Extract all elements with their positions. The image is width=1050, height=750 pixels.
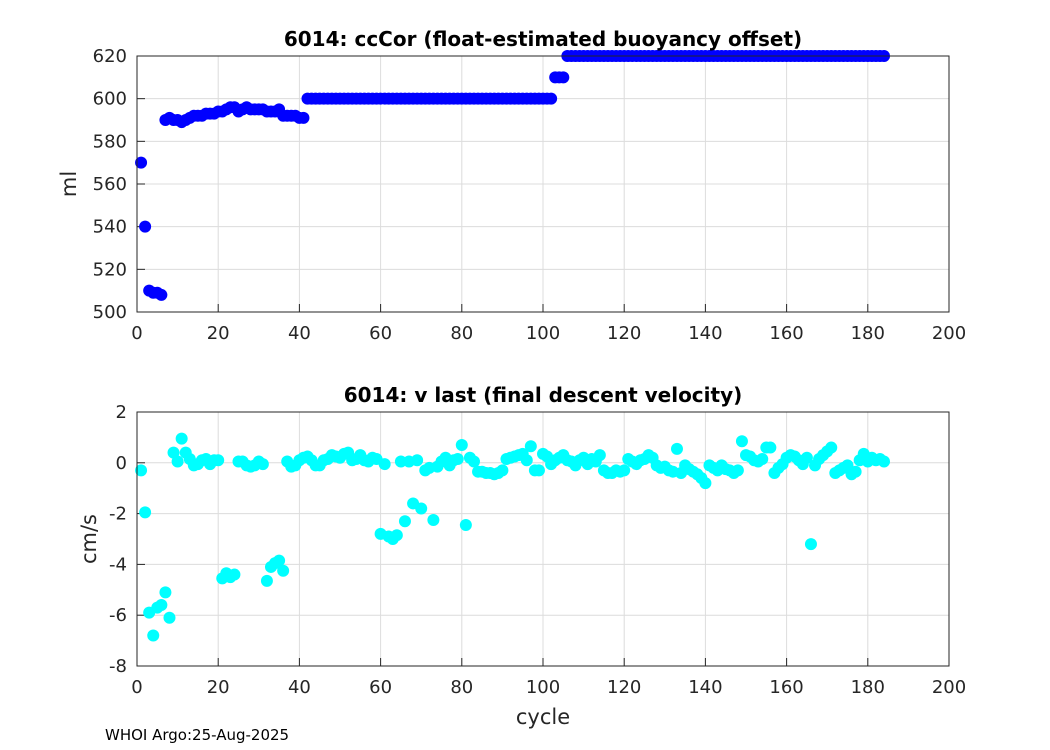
bottom-axes-frame [136,411,950,667]
top-x-ticks: 0 20 40 60 80 100 120 140 160 180 200 [131,304,966,344]
bottom-data-point [163,611,176,624]
bottom-data-point [260,574,273,587]
bottom-y-axis-label: cm/s [77,514,101,564]
bottom-data-point [800,451,813,464]
top-y-tick-label: 560 [93,174,127,195]
bottom-data-point [212,454,225,467]
top-data-point [557,71,570,84]
top-axes-frame [136,55,950,313]
bottom-x-tick-label: 20 [207,677,230,698]
top-x-tick-label: 180 [851,323,885,344]
bottom-data-point [378,458,391,471]
bottom-data-point [731,464,744,477]
bottom-axes: 0 20 40 60 80 100 120 140 160 180 200 -8 -6 -4 -2 0 2 6… [77,383,966,729]
bottom-y-tick-label: 0 [116,453,127,474]
bottom-data-point [256,458,269,471]
bottom-data-point [825,441,838,454]
bottom-x-axis-label: cycle [516,705,570,729]
bottom-data-point [532,464,545,477]
bottom-data-point [735,435,748,448]
bottom-data-point [756,452,769,465]
top-data-point [155,288,168,301]
bottom-data-point [670,442,683,455]
bottom-x-tick-label: 40 [288,677,311,698]
bottom-data-point [398,515,411,528]
bottom-x-tick-label: 120 [607,677,641,698]
bottom-data-point [520,454,533,467]
bottom-data-point [147,629,160,642]
top-x-tick-label: 40 [288,323,311,344]
top-data-points [135,50,891,301]
top-y-ticks: 500 520 540 560 580 600 620 [93,46,145,323]
bottom-data-point [139,506,152,519]
bottom-x-tick-label: 0 [131,677,142,698]
bottom-data-point [277,564,290,577]
bottom-y-tick-label: -8 [109,656,127,677]
bottom-data-point [155,599,168,612]
bottom-y-ticks: -8 -6 -4 -2 0 2 [109,402,145,677]
bottom-data-point [175,432,188,445]
bottom-y-tick-label: -2 [109,504,127,525]
top-x-tick-label: 80 [450,323,473,344]
bottom-data-point [451,452,464,465]
top-chart-title: 6014: ccCor (float-estimated buoyancy of… [284,27,802,51]
top-data-point [139,220,152,233]
bottom-data-point [496,464,509,477]
bottom-data-point [618,464,631,477]
bottom-data-point [459,519,472,532]
bottom-x-tick-label: 200 [932,677,966,698]
bottom-data-point [171,455,184,468]
bottom-data-point [415,502,428,515]
bottom-data-point [699,477,712,490]
bottom-data-point [390,529,403,542]
bottom-data-point [228,568,241,581]
top-x-tick-label: 0 [131,323,142,344]
top-x-tick-label: 140 [688,323,722,344]
bottom-x-tick-label: 60 [369,677,392,698]
bottom-data-point [593,449,606,462]
top-x-tick-label: 60 [369,323,392,344]
top-y-tick-label: 540 [93,217,127,238]
bottom-data-point [804,538,817,551]
top-y-tick-label: 520 [93,259,127,280]
top-data-point [135,156,148,169]
bottom-data-point [878,455,891,468]
top-x-tick-label: 200 [932,323,966,344]
top-x-tick-label: 20 [207,323,230,344]
bottom-data-point [273,554,286,567]
bottom-data-point [159,586,172,599]
bottom-data-point [467,455,480,468]
footer-credit: WHOI Argo:25-Aug-2025 [105,726,289,744]
bottom-data-points [135,432,891,642]
top-axes: 0 20 40 60 80 100 120 140 160 180 200 500 520 540 560… [57,27,966,344]
top-y-axis-label: ml [57,171,81,197]
top-y-tick-label: 500 [93,302,127,323]
bottom-x-ticks: 0 20 40 60 80 100 120 140 160 180 200 [131,658,966,698]
bottom-x-tick-label: 160 [769,677,803,698]
top-y-tick-label: 620 [93,46,127,67]
top-data-point [297,111,310,124]
bottom-x-tick-label: 100 [526,677,560,698]
bottom-data-point [764,441,777,454]
bottom-x-tick-label: 180 [851,677,885,698]
top-x-tick-label: 160 [769,323,803,344]
top-x-tick-label: 100 [526,323,560,344]
top-y-tick-label: 580 [93,131,127,152]
bottom-data-point [135,464,148,477]
bottom-data-point [427,513,440,526]
top-x-tick-label: 120 [607,323,641,344]
bottom-data-point [524,440,537,453]
bottom-data-point [455,439,468,452]
bottom-chart-title: 6014: v last (final descent velocity) [344,383,743,407]
bottom-y-tick-label: 2 [116,402,127,423]
bottom-data-point [411,454,424,467]
bottom-x-tick-label: 140 [688,677,722,698]
top-data-point [545,92,558,105]
bottom-y-tick-label: -6 [109,605,127,626]
bottom-y-tick-label: -4 [109,554,127,575]
bottom-x-tick-label: 80 [450,677,473,698]
bottom-data-point [849,465,862,478]
top-y-tick-label: 600 [93,89,127,110]
